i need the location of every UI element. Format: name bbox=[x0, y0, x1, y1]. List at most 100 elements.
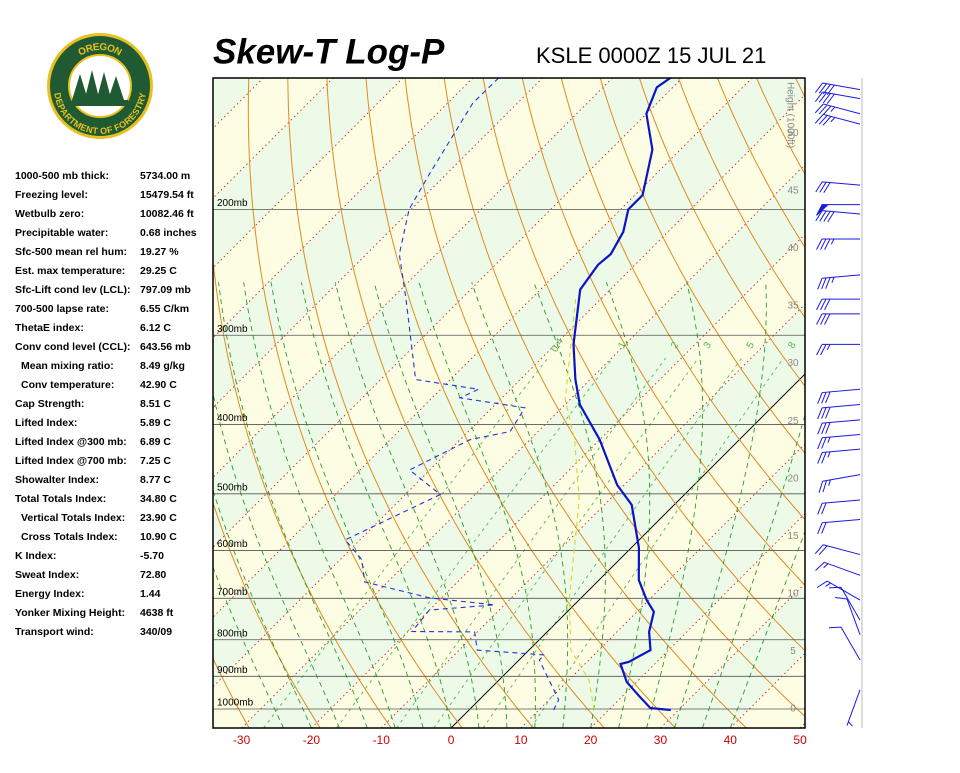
dry-adiabat bbox=[874, 78, 960, 728]
x-tick-label: 30 bbox=[654, 733, 668, 747]
height-tick-label: 35 bbox=[787, 301, 799, 312]
temperature-band bbox=[800, 78, 960, 728]
wind-barb bbox=[815, 114, 860, 125]
index-label: K Index: bbox=[15, 550, 56, 562]
index-label: 1000-500 mb thick: bbox=[15, 170, 109, 182]
index-value: 5.89 C bbox=[140, 417, 171, 429]
index-value: 19.27 % bbox=[140, 246, 179, 258]
x-tick-label: 40 bbox=[724, 733, 738, 747]
index-label: Vertical Totals Index: bbox=[21, 512, 125, 524]
index-label: Yonker Mixing Height: bbox=[15, 607, 125, 619]
wind-barb bbox=[815, 92, 860, 104]
x-tick-label: 10 bbox=[514, 733, 528, 747]
index-label: Mean mixing ratio: bbox=[21, 360, 114, 372]
wind-barb bbox=[818, 500, 860, 514]
index-label: Conv temperature: bbox=[21, 379, 114, 391]
pressure-label: 300mb bbox=[217, 324, 248, 335]
index-value: 42.90 C bbox=[140, 379, 177, 391]
height-tick-label: 5 bbox=[790, 646, 796, 657]
wind-barb bbox=[818, 420, 860, 434]
index-label: 700-500 lapse rate: bbox=[15, 303, 109, 315]
wind-barb bbox=[829, 587, 860, 620]
height-tick-label: 15 bbox=[787, 531, 799, 542]
wind-barb bbox=[815, 104, 860, 115]
wind-barb bbox=[818, 275, 860, 289]
dry-adiabat bbox=[952, 78, 960, 728]
index-value: 340/09 bbox=[140, 626, 172, 638]
index-value: 10.90 C bbox=[140, 531, 177, 543]
index-value: 15479.54 ft bbox=[140, 189, 194, 201]
x-tick-label: -20 bbox=[303, 733, 321, 747]
index-value: 29.25 C bbox=[140, 265, 177, 277]
index-value: 643.56 mb bbox=[140, 341, 191, 353]
height-tick-label: 40 bbox=[787, 243, 799, 254]
wind-barb bbox=[818, 434, 860, 448]
x-tick-label: 20 bbox=[584, 733, 598, 747]
index-value: 8.49 g/kg bbox=[140, 360, 185, 372]
index-value: 72.80 bbox=[140, 569, 166, 581]
index-value: 0.68 inches bbox=[140, 227, 197, 239]
x-tick-label: 50 bbox=[793, 733, 807, 747]
height-axis-label: Height (1000ft) bbox=[784, 82, 795, 148]
chart-title: Skew-T Log-P bbox=[213, 32, 445, 71]
wind-barb bbox=[817, 344, 860, 355]
wind-barb bbox=[816, 182, 860, 193]
wind-barb bbox=[815, 545, 860, 555]
height-tick-label: 45 bbox=[787, 185, 799, 196]
index-value: 8.51 C bbox=[140, 398, 171, 410]
index-label: Lifted Index @300 mb: bbox=[15, 436, 127, 448]
wind-barb bbox=[817, 239, 860, 250]
index-label: Cross Totals Index: bbox=[21, 531, 118, 543]
pressure-label: 700mb bbox=[217, 587, 248, 598]
index-label: Wetbulb zero: bbox=[15, 208, 84, 220]
height-tick-label: 0 bbox=[790, 704, 796, 715]
wind-barb bbox=[829, 627, 860, 660]
pressure-label: 800mb bbox=[217, 628, 248, 639]
x-tick-label: -30 bbox=[233, 733, 251, 747]
wind-barb bbox=[816, 562, 860, 575]
logo-ground bbox=[72, 100, 128, 106]
chart-subtitle: KSLE 0000Z 15 JUL 21 bbox=[536, 43, 766, 68]
pressure-label: 200mb bbox=[217, 198, 248, 209]
wind-barb bbox=[818, 405, 860, 419]
index-value: 34.80 C bbox=[140, 493, 177, 505]
wind-barb bbox=[819, 475, 860, 493]
index-label: Showalter Index: bbox=[15, 474, 99, 486]
wind-barb bbox=[818, 519, 860, 533]
index-label: Lifted Index @700 mb: bbox=[15, 455, 127, 467]
index-label: Total Totals Index: bbox=[15, 493, 106, 505]
pressure-label: 400mb bbox=[217, 413, 248, 424]
pressure-label: 500mb bbox=[217, 482, 248, 493]
wind-barb bbox=[835, 598, 860, 635]
wind-barb bbox=[847, 690, 860, 726]
x-tick-label: 0 bbox=[448, 733, 455, 747]
pressure-label: 600mb bbox=[217, 539, 248, 550]
index-value: 797.09 mb bbox=[140, 284, 191, 296]
index-label: Lifted Index: bbox=[15, 417, 77, 429]
height-tick-label: 25 bbox=[787, 416, 799, 427]
wind-barb bbox=[817, 314, 860, 325]
index-value: 10082.46 ft bbox=[140, 208, 194, 220]
index-label: Energy Index: bbox=[15, 588, 84, 600]
x-tick-label: -10 bbox=[373, 733, 391, 747]
index-label: Sweat Index: bbox=[15, 569, 79, 581]
dry-adiabat bbox=[835, 78, 960, 728]
index-value: 6.55 C/km bbox=[140, 303, 189, 315]
index-value: 23.90 C bbox=[140, 512, 177, 524]
pressure-label: 900mb bbox=[217, 665, 248, 676]
height-tick-label: 20 bbox=[787, 473, 799, 484]
index-value: 6.12 C bbox=[140, 322, 171, 334]
wind-barb bbox=[816, 211, 860, 222]
wind-barb bbox=[818, 449, 860, 463]
index-label: Sfc-500 mean rel hum: bbox=[15, 246, 127, 258]
logo: OREGON DEPARTMENT OF FORESTRY bbox=[47, 33, 153, 139]
index-label: ThetaE index: bbox=[15, 322, 84, 334]
height-tick-label: 30 bbox=[787, 358, 799, 369]
isotherm bbox=[800, 78, 960, 728]
index-value: 6.89 C bbox=[140, 436, 171, 448]
pressure-label: 1000mb bbox=[217, 698, 254, 709]
index-label: Transport wind: bbox=[15, 626, 94, 638]
